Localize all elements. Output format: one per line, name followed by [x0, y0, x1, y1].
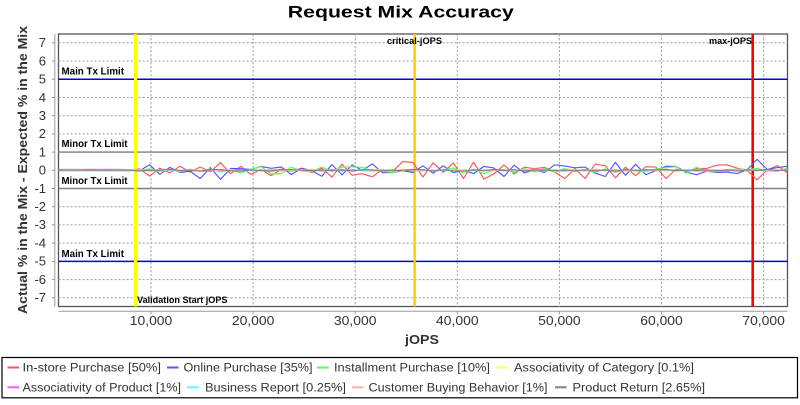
svg-text:30,000: 30,000 [334, 313, 377, 328]
svg-text:2: 2 [39, 126, 46, 141]
svg-text:6: 6 [39, 53, 46, 68]
svg-text:Validation Start jOPS: Validation Start jOPS [137, 294, 228, 305]
svg-text:70,000: 70,000 [742, 313, 785, 328]
svg-text:1: 1 [39, 144, 46, 159]
svg-text:Request Mix Accuracy: Request Mix Accuracy [288, 3, 515, 22]
svg-text:Main Tx Limit: Main Tx Limit [62, 249, 125, 260]
svg-text:Main Tx Limit: Main Tx Limit [62, 67, 125, 78]
svg-text:Minor Tx Limit: Minor Tx Limit [62, 176, 129, 187]
svg-text:-5: -5 [34, 254, 46, 269]
svg-text:-7: -7 [34, 290, 46, 305]
svg-text:10,000: 10,000 [130, 313, 173, 328]
svg-text:-6: -6 [34, 272, 46, 287]
svg-text:Associativity of Product [1%]: Associativity of Product [1%] [23, 382, 182, 394]
svg-text:50,000: 50,000 [538, 313, 581, 328]
svg-text:-2: -2 [34, 199, 46, 214]
svg-text:critical-jOPS: critical-jOPS [387, 35, 442, 46]
svg-text:In-store Purchase [50%]: In-store Purchase [50%] [23, 363, 162, 375]
svg-text:jOPS: jOPS [404, 333, 439, 347]
svg-text:-1: -1 [34, 181, 46, 196]
svg-text:Online Purchase [35%]: Online Purchase [35%] [184, 363, 313, 375]
svg-text:60,000: 60,000 [640, 313, 683, 328]
svg-text:5: 5 [39, 72, 46, 87]
svg-text:max-jOPS: max-jOPS [709, 35, 752, 46]
svg-text:3: 3 [39, 108, 46, 123]
svg-text:Minor Tx Limit: Minor Tx Limit [62, 139, 129, 150]
svg-text:Associativity of Category [0.1: Associativity of Category [0.1%] [514, 363, 694, 375]
svg-text:-3: -3 [34, 217, 46, 232]
svg-text:40,000: 40,000 [436, 313, 479, 328]
svg-text:Product Return [2.65%]: Product Return [2.65%] [573, 382, 706, 394]
svg-text:Customer Buying Behavior [1%]: Customer Buying Behavior [1%] [369, 382, 548, 394]
svg-text:0: 0 [39, 163, 46, 178]
svg-text:20,000: 20,000 [232, 313, 275, 328]
svg-text:Installment Purchase [10%]: Installment Purchase [10%] [334, 363, 490, 375]
svg-text:4: 4 [39, 90, 46, 105]
svg-text:Actual % in the Mix - Expected: Actual % in the Mix - Expected % in the … [15, 25, 30, 314]
svg-text:-4: -4 [34, 235, 46, 250]
svg-text:7: 7 [39, 35, 46, 50]
svg-text:Business Report [0.25%]: Business Report [0.25%] [205, 382, 346, 394]
